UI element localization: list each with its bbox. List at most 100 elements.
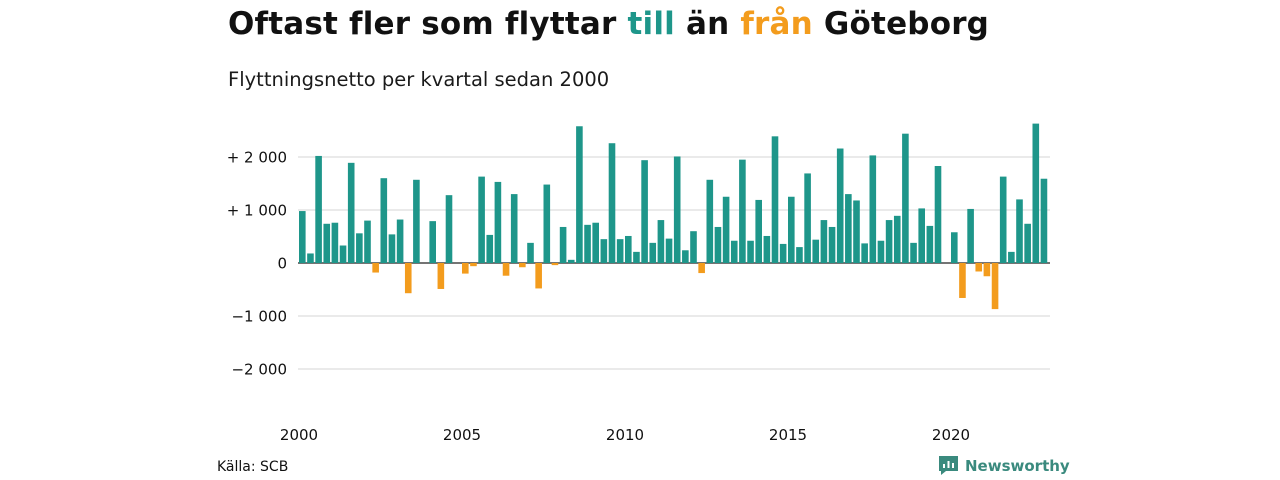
chart-subtitle: Flyttningsnetto per kvartal sedan 2000 bbox=[228, 68, 610, 91]
bar-2005-k2 bbox=[470, 263, 477, 267]
bar-2016-k3 bbox=[836, 148, 844, 263]
y-tick-label: −2 000 bbox=[231, 361, 287, 379]
bar-2021-k2 bbox=[991, 263, 999, 310]
bar-2003-k1 bbox=[396, 219, 404, 263]
bar-2001-k2 bbox=[339, 245, 347, 263]
y-tick-label: + 2 000 bbox=[227, 149, 287, 167]
bar-2002-k2 bbox=[372, 263, 379, 273]
bar-2006-k3 bbox=[510, 194, 518, 263]
bar-2015-k1 bbox=[788, 196, 795, 263]
bar-2021-k3 bbox=[999, 176, 1007, 263]
bar-2021-k1 bbox=[983, 263, 991, 277]
bar-2013-k2 bbox=[730, 240, 738, 263]
bar-2004-k1 bbox=[429, 221, 436, 263]
bar-2019-k1 bbox=[918, 208, 925, 263]
x-tick-label: 2020 bbox=[932, 426, 970, 444]
bar-2009-k3 bbox=[608, 143, 616, 263]
x-tick-label: 2015 bbox=[769, 426, 807, 444]
bar-2010-k4 bbox=[649, 242, 657, 263]
bar-2020-k2 bbox=[959, 263, 966, 298]
bar-2002-k3 bbox=[380, 178, 388, 263]
title-part-3: Göteborg bbox=[812, 6, 990, 42]
bar-2008-k4 bbox=[584, 224, 591, 263]
bar-2015-k2 bbox=[796, 247, 803, 263]
bar-2016-k1 bbox=[820, 220, 828, 263]
bar-2019-k3 bbox=[934, 166, 942, 263]
bar-2020-k4 bbox=[975, 263, 983, 272]
bar-2006-k1 bbox=[494, 181, 502, 263]
newsworthy-logo-icon bbox=[939, 456, 958, 475]
bar-2018-k3 bbox=[902, 133, 909, 263]
bar-2013-k1 bbox=[722, 196, 730, 263]
bar-2012-k1 bbox=[690, 231, 697, 263]
x-tick-label: 2005 bbox=[443, 426, 481, 444]
bar-2006-k2 bbox=[502, 263, 510, 276]
bar-2012-k4 bbox=[714, 226, 722, 263]
bar-2012-k2 bbox=[698, 263, 705, 274]
bar-2022-k4 bbox=[1040, 178, 1048, 263]
bar-2007-k2 bbox=[535, 263, 542, 289]
bar-2015-k4 bbox=[812, 239, 820, 263]
bar-2011-k4 bbox=[682, 250, 689, 263]
bar-2000-k3 bbox=[315, 155, 322, 263]
bar-2001-k4 bbox=[356, 233, 363, 263]
y-tick-label: 0 bbox=[277, 255, 287, 273]
bar-2021-k4 bbox=[1008, 251, 1015, 263]
bar-chart: + 2 000 + 1 000 0 −1 000 −2 000 2000 2005 2010 2… bbox=[227, 123, 1050, 445]
title-part-2: än bbox=[674, 6, 741, 42]
title-highlight-out: från bbox=[740, 6, 813, 42]
bar-2014-k3 bbox=[771, 136, 779, 263]
bar-2017-k1 bbox=[853, 200, 860, 263]
bar-2014-k1 bbox=[755, 199, 762, 263]
bar-2000-k1 bbox=[299, 211, 306, 263]
y-tick-label: + 1 000 bbox=[227, 202, 287, 220]
bar-2008-k3 bbox=[576, 126, 583, 263]
bar-2018-k4 bbox=[910, 242, 917, 263]
bar-2005-k4 bbox=[486, 234, 494, 263]
title-part-1: Oftast fler som flyttar bbox=[228, 6, 628, 42]
bar-2022-k3 bbox=[1032, 123, 1040, 263]
bar-2018-k2 bbox=[893, 215, 901, 263]
title-highlight-in: till bbox=[627, 6, 675, 42]
bar-2017-k4 bbox=[877, 240, 885, 263]
source-note: Källa: SCB bbox=[217, 459, 289, 475]
bar-2014-k2 bbox=[763, 235, 771, 263]
bar-2009-k4 bbox=[616, 239, 624, 263]
bar-2000-k2 bbox=[307, 253, 314, 263]
bar-2010-k1 bbox=[625, 235, 632, 263]
brand-logo: Newsworthy bbox=[938, 455, 1070, 476]
bar-2001-k3 bbox=[347, 162, 355, 263]
bar-2015-k3 bbox=[804, 173, 811, 263]
axis-labels: + 2 000 + 1 000 0 −1 000 −2 000 2000 2005 2010 2… bbox=[227, 149, 970, 445]
bar-2005-k3 bbox=[478, 176, 485, 263]
bars bbox=[299, 123, 1048, 310]
bar-2020-k1 bbox=[951, 232, 958, 263]
bar-2000-k4 bbox=[323, 223, 331, 263]
bar-2004-k2 bbox=[437, 263, 445, 289]
bar-2022-k1 bbox=[1016, 199, 1023, 263]
bar-2019-k2 bbox=[926, 225, 934, 263]
bar-2009-k2 bbox=[600, 239, 608, 263]
chart-title: Oftast fler som flyttar till än från Göt… bbox=[228, 6, 989, 42]
bar-2005-k1 bbox=[462, 263, 469, 274]
bar-2020-k3 bbox=[967, 208, 974, 263]
bar-2007-k4 bbox=[551, 263, 559, 266]
bar-2017-k2 bbox=[861, 243, 868, 263]
bar-2011-k2 bbox=[665, 238, 673, 263]
bar-2002-k1 bbox=[364, 220, 371, 263]
bar-2003-k3 bbox=[413, 179, 420, 263]
bar-2013-k4 bbox=[747, 240, 754, 263]
x-tick-label: 2010 bbox=[606, 426, 644, 444]
bar-2013-k3 bbox=[739, 159, 746, 263]
bar-2012-k3 bbox=[706, 179, 714, 263]
bar-2014-k4 bbox=[779, 243, 787, 263]
bar-2022-k2 bbox=[1024, 223, 1031, 263]
bar-2017-k3 bbox=[869, 155, 877, 263]
bar-2010-k3 bbox=[641, 160, 648, 263]
bar-2003-k2 bbox=[404, 263, 412, 294]
bar-2007-k3 bbox=[543, 184, 551, 263]
bar-2018-k1 bbox=[885, 220, 893, 263]
bar-2008-k1 bbox=[559, 226, 567, 263]
bar-2007-k1 bbox=[527, 242, 534, 263]
bar-2010-k2 bbox=[633, 251, 640, 263]
